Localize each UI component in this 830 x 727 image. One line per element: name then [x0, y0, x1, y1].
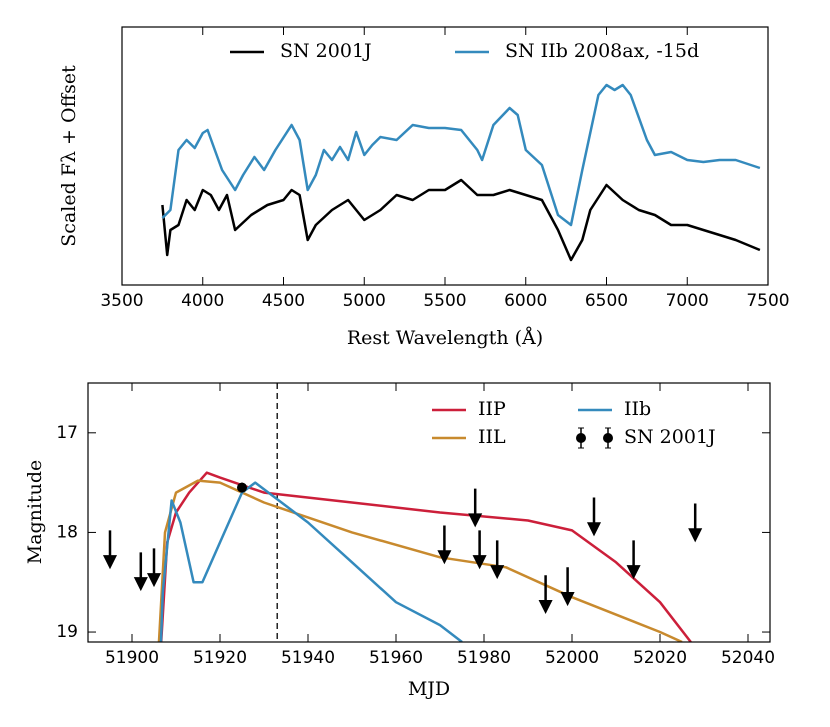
- upper-limit-arrow: [538, 575, 553, 615]
- x-tick-label: 7500: [746, 291, 789, 311]
- upper-limit-arrow: [626, 540, 641, 580]
- legend-marker: [603, 433, 613, 443]
- x-tick-label: 3500: [100, 291, 143, 311]
- plot-area: [102, 383, 703, 642]
- series-line: [159, 471, 692, 642]
- series-line: [157, 479, 683, 642]
- x-tick-label: 51920: [193, 648, 247, 668]
- plot-area: [161, 83, 761, 262]
- upper-limit-arrow: [133, 552, 148, 592]
- x-tick-label: 52040: [721, 648, 775, 668]
- legend-label: SN 2001J: [624, 426, 716, 448]
- upper-limit-arrow: [472, 530, 487, 570]
- x-tick-label: 5000: [343, 291, 386, 311]
- x-tick-label: 51940: [281, 648, 335, 668]
- legend-label: IIb: [624, 398, 651, 420]
- x-axis-label: MJD: [408, 678, 450, 700]
- x-tick-label: 5500: [423, 291, 466, 311]
- upper-limit-arrow: [102, 530, 118, 570]
- upper-limit-arrow: [146, 548, 162, 588]
- y-tick-label: 19: [56, 622, 78, 642]
- x-tick-label: 52000: [545, 648, 599, 668]
- axes-frame: [87, 382, 771, 643]
- x-tick-label: 51900: [105, 648, 159, 668]
- legend-label: IIP: [478, 398, 506, 420]
- y-tick-label: 17: [56, 423, 78, 443]
- y-axis-label: Scaled Fλ + Offset: [58, 65, 80, 247]
- x-tick-label: 4000: [181, 291, 224, 311]
- legend-label: IIL: [478, 426, 506, 448]
- upper-limit-arrow: [468, 488, 483, 528]
- legend-label: SN 2001J: [280, 40, 372, 62]
- x-tick-label: 6000: [504, 291, 547, 311]
- upper-limit-arrow: [688, 503, 703, 543]
- upper-limit-arrow: [586, 497, 602, 537]
- upper-limit-arrow: [560, 567, 575, 607]
- x-axis-label: Rest Wavelength (Å): [347, 327, 543, 349]
- y-axis-label: Magnitude: [24, 460, 46, 565]
- x-tick-label: 51980: [457, 648, 511, 668]
- x-tick-label: 51960: [369, 648, 423, 668]
- upper-limit-arrow: [490, 540, 505, 580]
- series-line: [159, 481, 463, 642]
- upper-limit-arrow: [437, 525, 452, 565]
- series-line: [161, 83, 761, 227]
- legend-label: SN IIb 2008ax, -15d: [505, 40, 699, 62]
- x-tick-label: 52020: [633, 648, 687, 668]
- series-line: [161, 178, 761, 262]
- legend-marker: [576, 433, 586, 443]
- x-tick-label: 7000: [666, 291, 709, 311]
- y-tick-label: 18: [56, 522, 78, 542]
- x-tick-label: 4500: [262, 291, 305, 311]
- axes-frame: [121, 26, 769, 286]
- data-point: [237, 482, 247, 493]
- x-tick-label: 6500: [585, 291, 628, 311]
